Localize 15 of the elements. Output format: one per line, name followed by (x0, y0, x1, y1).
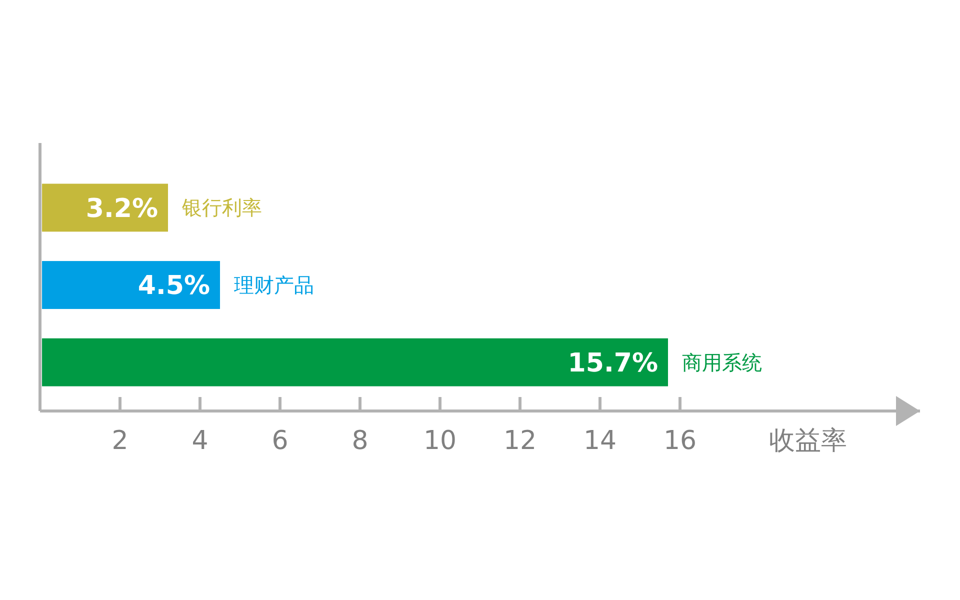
x-tick-label: 8 (352, 426, 368, 456)
y-tick-label: 商用系统 (682, 350, 762, 374)
data-label: 4.5% (138, 271, 210, 302)
x-tick-label: 10 (423, 426, 457, 456)
x-tick-label: 12 (503, 426, 537, 456)
x-tick-label: 6 (272, 426, 288, 456)
x-tick-label: 4 (192, 426, 208, 456)
x-axis-title: 收益率 (769, 426, 847, 456)
y-tick-label: 理财产品 (234, 273, 314, 297)
x-tick-label: 2 (112, 426, 128, 456)
x-tick-label: 16 (663, 426, 697, 456)
y-tick-label: 银行利率 (181, 196, 262, 220)
data-label: 3.2% (86, 194, 158, 224)
x-tick-label: 14 (583, 426, 617, 456)
data-label: 15.7% (568, 348, 658, 378)
